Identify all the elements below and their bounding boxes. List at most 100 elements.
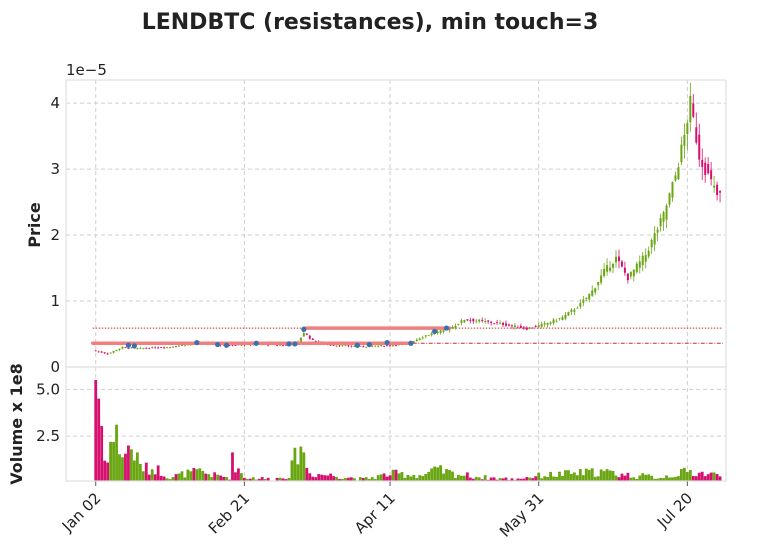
volume-bar [347, 477, 350, 481]
volume-bar [284, 479, 288, 481]
candle-body [689, 95, 692, 123]
volume-bar [549, 471, 552, 481]
candle-body [341, 345, 344, 347]
volume-bar [572, 472, 576, 481]
volume-bar [299, 446, 303, 481]
candle-body [591, 290, 594, 296]
volume-bar [326, 475, 330, 481]
volume-bar [403, 477, 407, 481]
volume-bar [653, 478, 657, 481]
candle-body [285, 344, 287, 346]
volume-bar [448, 470, 451, 481]
candle-body [713, 185, 716, 188]
candle-body [231, 344, 234, 346]
candle-body [457, 323, 460, 325]
candle-body [665, 205, 668, 220]
candle-body [118, 348, 121, 351]
candle-body [169, 346, 172, 348]
volume-bar [522, 478, 526, 481]
volume-bar [213, 472, 217, 481]
candle-body [516, 327, 519, 329]
volume-bar [385, 476, 389, 481]
candle-body [454, 325, 457, 328]
volume-bar [590, 468, 594, 481]
volume-bar [124, 453, 127, 481]
price-panel-frame [65, 79, 727, 368]
volume-bar [219, 475, 222, 481]
candle-body [597, 282, 600, 286]
volume-bar [712, 472, 716, 481]
volume-bar [159, 475, 163, 481]
candle-body [148, 348, 151, 350]
candle-body [314, 340, 317, 342]
volume-bar [314, 477, 318, 481]
volume-bar [445, 469, 448, 481]
volume-bar [189, 471, 193, 481]
volume-bar [127, 445, 130, 481]
candle-body [97, 351, 100, 353]
volume-bar [180, 471, 184, 481]
volume-bar [245, 478, 249, 481]
volume-bar [329, 473, 332, 481]
candle-body [576, 307, 579, 309]
x-tick-label: Apr 11 [351, 489, 399, 537]
volume-bar [195, 469, 199, 481]
candle-body [695, 127, 698, 143]
candle-body [534, 326, 537, 327]
volume-bar [688, 470, 692, 481]
volume-bar [489, 477, 493, 481]
candle-body [240, 344, 243, 346]
volume-bar [281, 478, 285, 481]
volume-bar [168, 479, 172, 481]
volume-bar [344, 477, 347, 481]
volume-bar [460, 475, 463, 481]
candle-body [588, 293, 591, 300]
candle-body [570, 309, 573, 313]
volume-bar [106, 462, 110, 481]
candle-body [692, 103, 695, 117]
candle-body [475, 320, 478, 322]
candle-body [362, 346, 365, 348]
x-tick-label: Jul 20 [653, 489, 696, 532]
volume-bar [680, 468, 683, 481]
volume-bar [290, 460, 294, 481]
volume-bar [115, 424, 118, 481]
volume-bar [174, 474, 178, 481]
candle-body [668, 193, 671, 205]
price-grid [66, 80, 726, 368]
volume-bar [575, 475, 579, 481]
candle-body [418, 338, 421, 340]
candle-body [603, 268, 606, 277]
candle-body [421, 337, 424, 339]
volume-bar [644, 474, 648, 481]
volume-bar [531, 478, 535, 481]
candle-body [302, 333, 305, 337]
volume-bar [662, 478, 665, 481]
candle-body [332, 345, 335, 347]
volume-bar [617, 477, 621, 481]
volume-bar [596, 476, 600, 481]
volume-bar [162, 476, 166, 481]
candles [94, 82, 722, 355]
volume-bar [204, 473, 208, 481]
candle-body [656, 229, 659, 233]
volume-axis-label: Volume x 1e8 [7, 363, 26, 484]
volume-bar [519, 478, 523, 481]
volume-bar [296, 464, 300, 481]
candle-body [392, 345, 395, 346]
candle-body [659, 218, 662, 227]
candle-body [94, 350, 97, 352]
candle-body [558, 318, 561, 320]
candle-body [609, 267, 612, 271]
candle-body [374, 345, 377, 347]
candle-body [505, 323, 507, 326]
candle-body [531, 327, 534, 329]
volume-tick-label: 2.5 [36, 427, 60, 445]
touch-point [253, 340, 259, 346]
candle-body [502, 322, 505, 325]
candle-body [100, 351, 103, 353]
candle-body [540, 323, 543, 327]
volume-bar [424, 474, 428, 481]
candle-body [617, 256, 620, 262]
candle-body [555, 320, 558, 322]
